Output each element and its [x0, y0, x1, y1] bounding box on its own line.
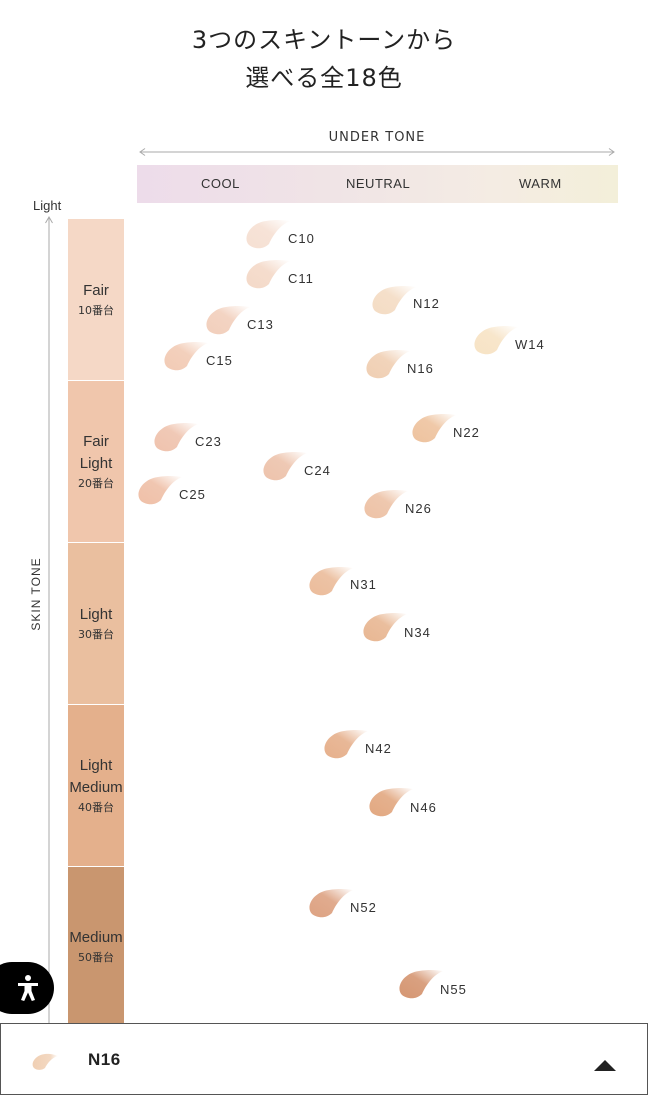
selected-shade-swatch: [31, 1050, 59, 1076]
shade-label-c23[interactable]: C23: [195, 434, 222, 449]
shade-label-c10[interactable]: C10: [288, 231, 315, 246]
skin-tone-band-name: Light: [79, 455, 113, 472]
shade-label-c25[interactable]: C25: [179, 487, 206, 502]
shade-label-c15[interactable]: C15: [206, 353, 233, 368]
shade-swatch-c11[interactable]: [244, 256, 292, 292]
shade-swatch-n42[interactable]: [322, 726, 370, 762]
under-tone-axis-arrow-icon: [139, 148, 615, 156]
skin-tone-band-3: Light 30番台: [68, 543, 124, 704]
skin-tone-band-name: Medium: [69, 779, 123, 796]
skin-tone-band-name: Light: [79, 606, 113, 623]
skin-tone-band-4: Light Medium 40番台: [68, 705, 124, 866]
caret-up-icon[interactable]: [594, 1060, 616, 1071]
shade-swatch-n34[interactable]: [361, 609, 409, 645]
shade-swatch-c24[interactable]: [261, 448, 309, 484]
shade-label-c13[interactable]: C13: [247, 317, 274, 332]
shade-label-n34[interactable]: N34: [404, 625, 431, 640]
skin-tone-band-number: 40番台: [78, 801, 114, 814]
under-tone-cool: COOL: [201, 176, 240, 191]
accessibility-icon: [18, 975, 38, 1001]
skin-tone-band-name: Fair: [83, 433, 109, 450]
skin-tone-band-number: 20番台: [78, 477, 114, 490]
skin-tone-label: SKIN TONE: [29, 557, 43, 631]
shade-swatch-n52[interactable]: [307, 885, 355, 921]
shade-label-n16[interactable]: N16: [407, 361, 434, 376]
shade-swatch-c15[interactable]: [162, 338, 210, 374]
skin-tone-band-number: 30番台: [78, 628, 114, 641]
skin-tone-band-2: Fair Light 20番台: [68, 381, 124, 542]
shade-swatch-c23[interactable]: [152, 419, 200, 455]
skin-tone-light-label: Light: [33, 198, 62, 213]
under-tone-label: UNDER TONE: [328, 130, 426, 145]
under-tone-neutral: NEUTRAL: [346, 176, 411, 191]
page-title-line-1: 3つのスキントーンから: [191, 26, 457, 54]
shade-swatch-n16[interactable]: [364, 346, 412, 382]
shade-swatch-c10[interactable]: [244, 216, 292, 252]
shade-label-n26[interactable]: N26: [405, 501, 432, 516]
skin-tone-axis-arrow-icon: [45, 216, 53, 1035]
selected-shade-label: N16: [88, 1050, 121, 1069]
shade-label-n55[interactable]: N55: [440, 982, 467, 997]
skin-tone-band-name: Light: [79, 757, 113, 774]
skin-tone-band-number: 10番台: [78, 304, 114, 317]
accessibility-button[interactable]: [0, 962, 54, 1014]
skin-tone-band-name: Fair: [83, 282, 109, 299]
skin-tone-band-5: Medium 50番台: [68, 867, 124, 1025]
shade-swatch-n12[interactable]: [370, 282, 418, 318]
skin-tone-band-number: 50番台: [78, 950, 114, 964]
under-tone-warm: WARM: [519, 176, 562, 191]
under-tone-gradient-band: [137, 165, 618, 203]
shade-swatch-w14[interactable]: [472, 322, 520, 358]
shade-swatch-c13[interactable]: [204, 302, 252, 338]
shade-label-c11[interactable]: C11: [288, 271, 314, 286]
shade-swatch-n55[interactable]: [397, 966, 445, 1002]
skin-tone-band-1: Fair 10番台: [68, 219, 124, 380]
shade-swatch-n26[interactable]: [362, 486, 410, 522]
page-title-line-2: 選べる全18色: [245, 64, 403, 92]
shade-swatch-n22[interactable]: [410, 410, 458, 446]
shade-label-n22[interactable]: N22: [453, 425, 480, 440]
shade-label-c24[interactable]: C24: [304, 463, 331, 478]
shade-label-n52[interactable]: N52: [350, 900, 377, 915]
shade-label-n46[interactable]: N46: [410, 800, 437, 815]
skin-tone-band-name: Medium: [69, 928, 123, 946]
shade-label-n12[interactable]: N12: [413, 296, 440, 311]
shade-swatch-n46[interactable]: [367, 784, 415, 820]
shade-label-w14[interactable]: W14: [515, 337, 545, 352]
shade-label-n31[interactable]: N31: [350, 577, 377, 592]
shade-swatch-n31[interactable]: [307, 563, 355, 599]
shade-swatch-c25[interactable]: [136, 472, 184, 508]
shade-label-n42[interactable]: N42: [365, 741, 392, 756]
